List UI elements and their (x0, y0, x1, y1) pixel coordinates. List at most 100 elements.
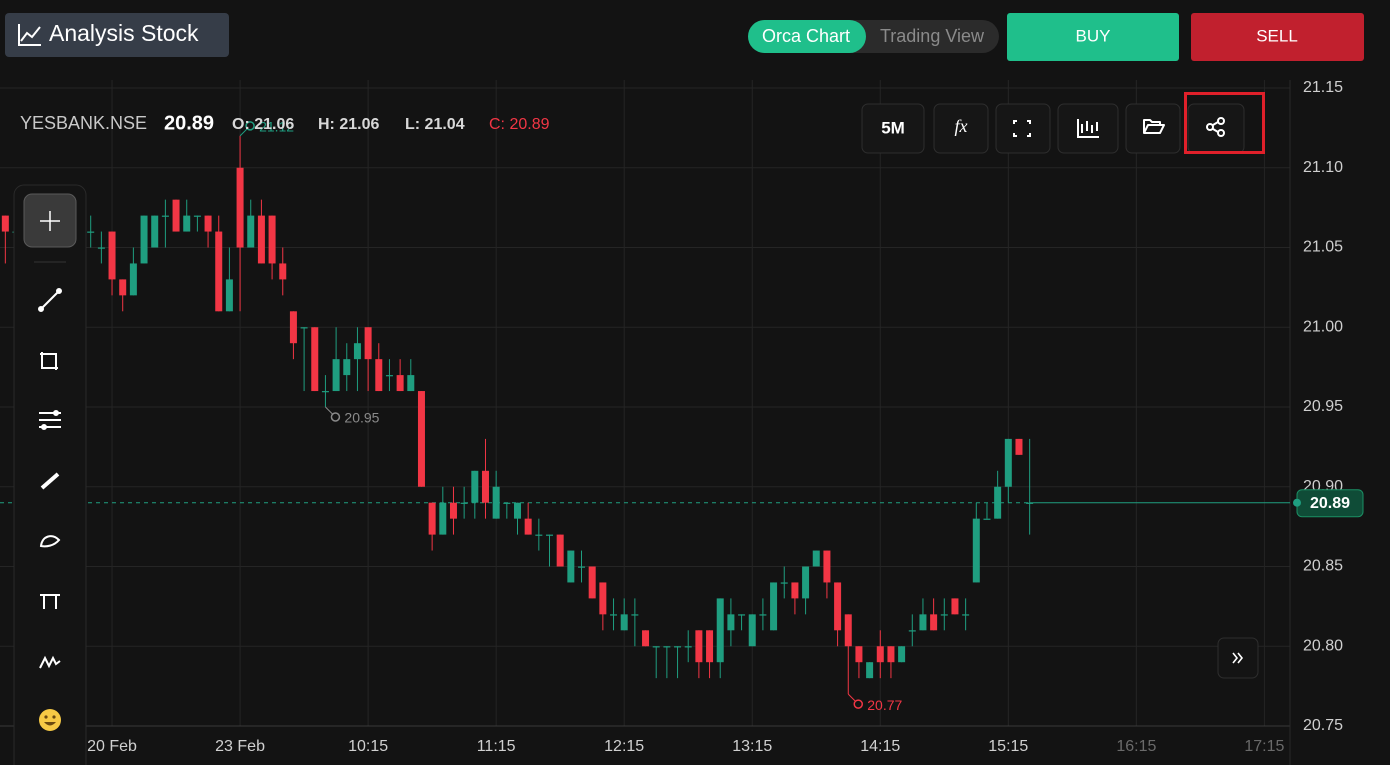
candle-body (108, 231, 116, 280)
sell-button[interactable]: SELL (1191, 13, 1364, 61)
candle-body (172, 199, 180, 232)
candle-body (87, 231, 95, 233)
y-tick-label: 20.95 (1303, 398, 1343, 415)
candle-body (716, 598, 724, 663)
candle-body (930, 614, 938, 631)
candle-body (919, 614, 927, 631)
indicators-icon (1077, 119, 1099, 138)
chart-icon (18, 24, 41, 46)
candle-body (1015, 438, 1023, 455)
marker-dot (245, 121, 255, 131)
candle-body (236, 167, 244, 248)
title-bg (5, 13, 229, 57)
x-tick-label: 14:15 (860, 738, 900, 755)
candle-body (578, 566, 586, 568)
interval-button[interactable] (861, 103, 925, 154)
candle-body (866, 662, 874, 679)
candle-body (983, 518, 991, 520)
candle-body (204, 215, 212, 232)
candle-body (962, 614, 970, 616)
candle-body (268, 215, 276, 264)
emoji-eye (44, 715, 48, 719)
candle-body (332, 359, 340, 392)
candle-body (417, 391, 425, 487)
x-tick-label: 12:15 (604, 738, 644, 755)
info-high: H: 21.06 (318, 116, 379, 133)
candle-body (876, 646, 884, 663)
folder-icon (1143, 119, 1165, 134)
candle-body (279, 263, 287, 280)
tool-icons[interactable] (38, 288, 62, 669)
candle-body (385, 375, 393, 377)
candle-body (364, 327, 372, 360)
interval-label: 5M (881, 118, 905, 137)
app-title: Analysis Stock (49, 20, 199, 46)
candle-body (471, 470, 479, 503)
emoji-tool[interactable] (39, 709, 61, 731)
candle-body (524, 518, 532, 535)
candle-body (972, 518, 980, 583)
candle-body (151, 215, 159, 248)
candle-body (311, 327, 319, 392)
candle-body (535, 534, 543, 536)
candle-body (940, 614, 948, 616)
scroll-right-button[interactable] (1217, 637, 1259, 679)
candle-body (780, 582, 788, 584)
candle-body (620, 614, 628, 631)
candle-body (706, 630, 714, 663)
y-tick-label: 21.00 (1303, 318, 1343, 335)
x-tick-label: 15:15 (988, 738, 1028, 755)
fullscreen-icon (1013, 120, 1031, 137)
sell-label: SELL (1256, 26, 1298, 45)
fullscreen-button[interactable] (995, 103, 1051, 154)
x-tick-label: 13:15 (732, 738, 772, 755)
candle-body (855, 646, 863, 663)
candle-body (97, 247, 105, 249)
candle-body (631, 614, 639, 616)
x-tick-label: 20 Feb (87, 738, 137, 755)
candle-body (503, 502, 511, 504)
crosshair-tool[interactable] (23, 193, 77, 248)
x-tick-label: 10:15 (348, 738, 388, 755)
info-low: L: 21.04 (405, 116, 465, 133)
highlight-box (1184, 92, 1265, 154)
candle-body (834, 582, 842, 631)
candle-body (257, 215, 265, 264)
candle-body (908, 630, 916, 632)
candle-body (887, 646, 895, 663)
view-orca[interactable]: Orca Chart (748, 20, 866, 53)
open-button[interactable] (1125, 103, 1181, 154)
chevrons-icon (1232, 652, 1244, 664)
marker-dot (853, 699, 864, 709)
sell-bg (1191, 13, 1364, 61)
functions-button[interactable] (933, 103, 989, 154)
candle-body (492, 486, 500, 519)
emoji-face (39, 709, 61, 731)
candle-body (898, 646, 906, 663)
y-tick-label: 21.05 (1303, 239, 1343, 256)
buy-button[interactable]: BUY (1007, 13, 1179, 61)
emoji-mouth (44, 722, 56, 726)
candle-body (684, 646, 692, 648)
candle-body (802, 566, 810, 599)
candle-body (642, 630, 650, 647)
candle-body (759, 614, 767, 616)
candle-body (727, 614, 735, 631)
candle-body (129, 263, 137, 296)
candle-body (343, 359, 351, 376)
candle-body (652, 646, 660, 648)
title-button[interactable]: Analysis Stock (5, 13, 229, 57)
candle-body (407, 375, 415, 392)
candle-body (663, 646, 671, 648)
candle-body (588, 566, 596, 599)
candle-body (449, 502, 457, 519)
view-trading[interactable]: Trading View (880, 26, 985, 46)
candle-body (439, 502, 447, 535)
candle-body (674, 646, 682, 648)
candle-body (791, 582, 799, 599)
share-button[interactable] (1187, 103, 1245, 154)
y-tick-label: 21.15 (1303, 79, 1343, 96)
candle-body (140, 215, 148, 264)
